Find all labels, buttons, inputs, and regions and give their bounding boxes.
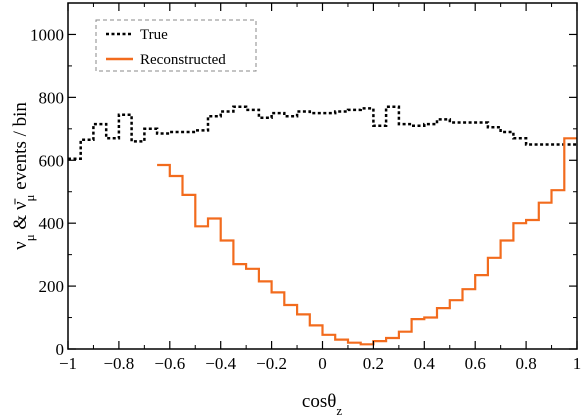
y-tick-label: 400: [39, 214, 65, 233]
series-line-true: [68, 105, 577, 160]
x-tick-label: 0.6: [465, 354, 486, 373]
x-tick-label: −0.8: [103, 354, 134, 373]
y-tick-label: 600: [39, 151, 65, 170]
ticks-layer: −1 −0.8 −0.6 −0.4 −0.2 0 0.2 0.4 0.6 0.8 1 0 200 400 6…: [30, 3, 581, 373]
x-tick-label: −0.4: [205, 354, 236, 373]
x-tick-label: 0.8: [515, 354, 536, 373]
legend-box: [95, 19, 257, 72]
y-tick-label: 800: [39, 88, 65, 107]
x-tick-label: 1: [573, 354, 581, 373]
x-tick-label: 0: [318, 354, 327, 373]
x-tick-label: −1: [59, 354, 77, 373]
x-axis-title: cosθz: [302, 391, 342, 415]
y-tick-label: 1000: [30, 25, 64, 44]
y-tick-label: 0: [56, 340, 65, 359]
x-tick-label: 0.2: [363, 354, 384, 373]
legend: True Reconstructed: [95, 19, 257, 72]
legend-label-true: True: [140, 27, 168, 43]
series-line-reconstructed: [157, 137, 577, 346]
legend-label-reconstructed: Reconstructed: [140, 52, 226, 68]
y-tick-label: 200: [39, 277, 65, 296]
y-axis-title: νμ & ν̄μ events / bin: [10, 102, 37, 250]
x-tick-label: −0.6: [154, 354, 185, 373]
x-tick-label: 0.4: [414, 354, 436, 373]
x-tick-label: −0.2: [256, 354, 287, 373]
series-layer: [68, 105, 577, 346]
